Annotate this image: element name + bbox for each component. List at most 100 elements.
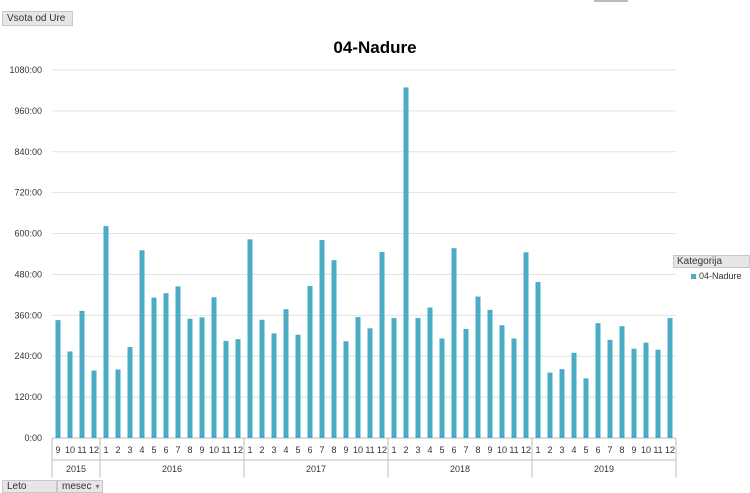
legend-swatch <box>691 273 696 279</box>
x-tick-label: 8 <box>187 445 192 455</box>
chevron-down-icon: ▾ <box>95 482 100 491</box>
x-tick-label: 7 <box>463 445 468 455</box>
x-tick-label: 1 <box>391 445 396 455</box>
bar <box>307 286 313 438</box>
bar <box>139 250 145 438</box>
x-tick-label: 11 <box>365 445 374 455</box>
x-tick-label: 5 <box>439 445 444 455</box>
bar <box>79 310 85 438</box>
legend-field-button[interactable]: Kategorija <box>673 255 750 268</box>
x-tick-label: 10 <box>353 445 363 455</box>
bar <box>223 340 229 438</box>
bar <box>127 347 133 438</box>
x-tick-label: 2 <box>259 445 264 455</box>
x-tick-label: 10 <box>209 445 219 455</box>
year-label: 2015 <box>66 464 86 474</box>
row-field-month-label: mesec <box>62 481 92 492</box>
x-tick-label: 1 <box>535 445 540 455</box>
bar <box>583 378 589 438</box>
x-tick-label: 4 <box>139 445 144 455</box>
y-tick-label: 720:00 <box>14 188 42 198</box>
bar <box>103 226 109 438</box>
bar <box>631 348 637 438</box>
x-tick-label: 1 <box>103 445 108 455</box>
x-tick-label: 3 <box>559 445 564 455</box>
x-tick-label: 6 <box>451 445 456 455</box>
bar <box>259 319 265 438</box>
bar <box>439 338 445 438</box>
x-tick-label: 12 <box>665 445 675 455</box>
bar <box>199 317 205 438</box>
bar <box>91 370 97 438</box>
bar <box>475 296 481 438</box>
x-tick-label: 4 <box>427 445 432 455</box>
y-tick-label: 360:00 <box>14 310 42 320</box>
bar <box>367 328 373 438</box>
legend-label: 04-Nadure <box>699 271 742 281</box>
bar <box>643 342 649 438</box>
x-tick-label: 11 <box>653 445 662 455</box>
x-tick-label: 5 <box>151 445 156 455</box>
y-tick-label: 0:00 <box>24 433 42 443</box>
bar <box>151 297 157 438</box>
bar <box>283 309 289 438</box>
bar <box>247 239 253 438</box>
x-tick-label: 9 <box>343 445 348 455</box>
y-tick-label: 120:00 <box>14 392 42 402</box>
row-field-button-year[interactable]: Leto <box>2 480 57 493</box>
x-tick-label: 7 <box>175 445 180 455</box>
x-tick-label: 3 <box>127 445 132 455</box>
x-tick-label: 5 <box>583 445 588 455</box>
x-tick-label: 12 <box>377 445 387 455</box>
bar <box>271 333 277 438</box>
x-tick-label: 12 <box>521 445 531 455</box>
bar <box>163 293 169 438</box>
x-tick-label: 8 <box>475 445 480 455</box>
x-tick-label: 12 <box>233 445 243 455</box>
bar <box>523 252 529 438</box>
bar <box>211 297 217 438</box>
year-label: 2017 <box>306 464 326 474</box>
x-tick-label: 9 <box>55 445 60 455</box>
x-tick-label: 6 <box>307 445 312 455</box>
bar <box>499 325 505 438</box>
x-tick-label: 5 <box>295 445 300 455</box>
x-tick-label: 12 <box>89 445 99 455</box>
gridlines <box>52 69 676 439</box>
bar <box>319 240 325 438</box>
chart-title: 04-Nadure <box>333 38 416 57</box>
bar <box>391 318 397 438</box>
x-tick-label: 10 <box>65 445 75 455</box>
bar <box>607 339 613 438</box>
bar <box>595 323 601 438</box>
x-tick-label: 8 <box>619 445 624 455</box>
year-label: 2019 <box>594 464 614 474</box>
bar <box>619 326 625 438</box>
bar <box>415 318 421 438</box>
y-tick-label: 240:00 <box>14 351 42 361</box>
bar <box>403 87 409 438</box>
values-field-button[interactable]: Vsota od Ure <box>2 11 73 26</box>
y-tick-label: 480:00 <box>14 269 42 279</box>
y-tick-label: 600:00 <box>14 229 42 239</box>
row-field-button-month[interactable]: mesec ▾ <box>57 480 103 493</box>
bar <box>535 281 541 438</box>
bar <box>667 318 673 438</box>
bar <box>463 328 469 438</box>
bar <box>295 334 301 438</box>
bar <box>655 349 661 438</box>
x-tick-label: 3 <box>271 445 276 455</box>
bar <box>235 339 241 438</box>
y-tick-label: 840:00 <box>14 147 42 157</box>
x-tick-label: 3 <box>415 445 420 455</box>
values-field-label: Vsota od Ure <box>7 13 66 24</box>
bar <box>175 286 181 438</box>
bar <box>451 248 457 438</box>
x-tick-label: 4 <box>283 445 288 455</box>
bar <box>67 351 73 438</box>
x-tick-label: 7 <box>607 445 612 455</box>
bar <box>427 307 433 438</box>
bar <box>559 369 565 438</box>
bar <box>547 372 553 438</box>
